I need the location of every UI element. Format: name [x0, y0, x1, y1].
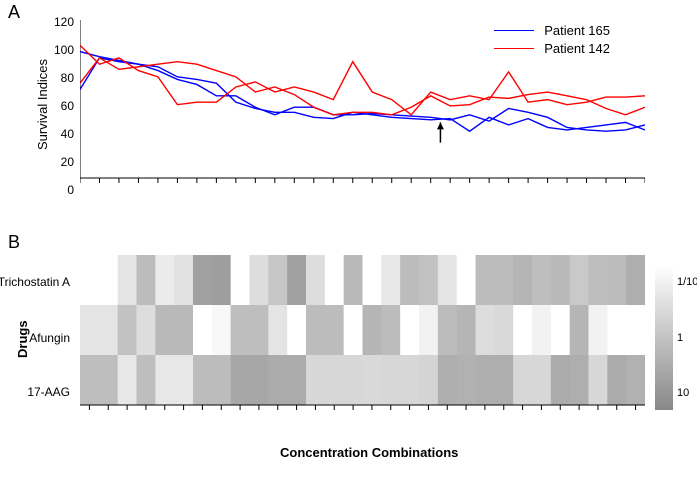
- figure-container: A 0 20 40 60 80 100 120 Patient 165 Pati…: [0, 0, 697, 501]
- drug-label-2: 17-AAG: [0, 385, 80, 399]
- colorbar-tick-0: 1/10: [677, 276, 697, 288]
- legend-row-0: Patient 165: [494, 21, 610, 39]
- drug-label-1: Afungin: [0, 331, 80, 345]
- panel-a-label: A: [8, 2, 20, 23]
- panel-b-xlabel: Concentration Combinations: [280, 445, 458, 460]
- legend-label-0: Patient 165: [544, 23, 610, 38]
- legend: Patient 165 Patient 142: [494, 21, 610, 57]
- panel-b-svg: [80, 255, 645, 420]
- legend-swatch-1: [494, 48, 534, 49]
- legend-swatch-0: [494, 30, 534, 31]
- ytick-20: 20: [44, 155, 80, 169]
- colorbar-tick-2: 10: [677, 387, 689, 399]
- panel-b-label: B: [8, 232, 20, 253]
- ytick-120: 120: [44, 15, 80, 29]
- colorbar-svg: [655, 265, 673, 410]
- panel-a: 0 20 40 60 80 100 120 Patient 165 Patien…: [80, 15, 645, 190]
- colorbar-tick-1: 1: [677, 332, 683, 344]
- panel-a-ylabel: Survival Indices: [35, 59, 50, 150]
- colorbar: 1/10 1 10: [655, 265, 673, 410]
- ytick-0: 0: [44, 183, 80, 197]
- legend-label-1: Patient 142: [544, 41, 610, 56]
- drug-label-0: Trichostatin A: [0, 275, 80, 289]
- legend-row-1: Patient 142: [494, 39, 610, 57]
- panel-b: Trichostatin A Afungin 17-AAG: [80, 255, 645, 420]
- ytick-100: 100: [44, 43, 80, 57]
- panel-b-ylabel: Drugs: [15, 320, 30, 358]
